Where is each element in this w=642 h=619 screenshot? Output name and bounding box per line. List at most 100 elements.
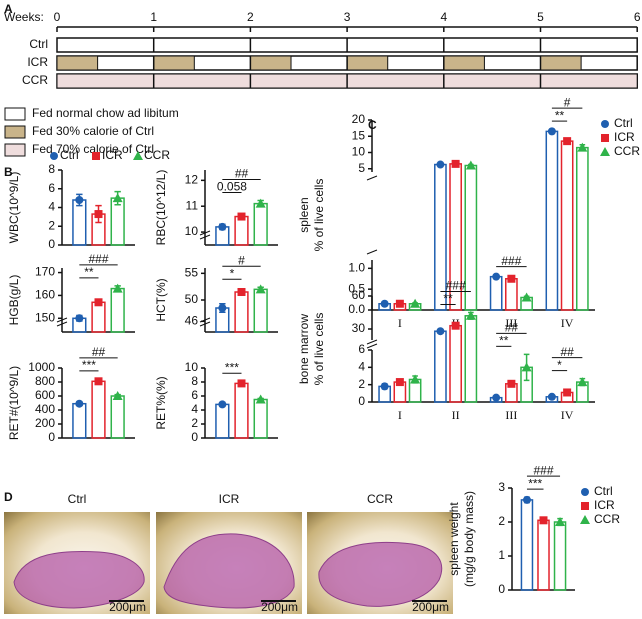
bar	[560, 140, 574, 311]
image-label: CCR	[367, 492, 393, 506]
y-tick-label: 4	[191, 402, 198, 416]
x-tick-label: III	[505, 408, 517, 422]
y-tick-label: 2	[498, 514, 505, 528]
mean-marker	[577, 142, 588, 152]
mean-marker	[521, 362, 532, 372]
y-tick-label: 160	[35, 288, 55, 302]
legend-label: ICR	[102, 148, 123, 162]
tissue	[13, 550, 145, 609]
row-label: CCR	[22, 73, 48, 87]
axis-break	[366, 175, 378, 255]
mean-marker	[255, 284, 266, 294]
y-tick-label: 200	[35, 416, 55, 430]
bar	[553, 521, 567, 591]
legend-label: Ctrl	[594, 484, 613, 498]
mean-marker	[563, 137, 572, 146]
legend-swatch	[4, 107, 26, 121]
legend-marker	[601, 134, 609, 142]
y-tick-label: 50	[185, 292, 199, 306]
significance: **	[555, 108, 565, 122]
legend-marker	[50, 152, 58, 160]
y-tick-label: 1.0	[348, 261, 365, 275]
week-label: 2	[247, 10, 254, 24]
bar	[537, 519, 550, 591]
significance: #	[564, 95, 571, 109]
scale-label: 200μm	[109, 600, 146, 614]
y-tick-label: 12	[185, 173, 199, 187]
significance: ##	[235, 167, 249, 181]
significance: ##	[505, 321, 519, 335]
y-axis-label: HCT(%)	[154, 278, 168, 321]
y-tick-label: 2	[358, 377, 365, 391]
bar	[434, 330, 447, 403]
axis-break	[366, 339, 378, 349]
bar	[520, 499, 534, 591]
significance: **	[84, 265, 94, 279]
feeding-block	[56, 55, 99, 71]
y-tick-label: 20	[352, 112, 366, 126]
bar	[72, 402, 87, 439]
mean-marker	[255, 198, 266, 208]
mean-marker	[75, 314, 84, 323]
mean-marker	[539, 516, 548, 525]
y-axis-label: WBC(10^9/L)	[7, 172, 21, 244]
y-tick-label: 400	[35, 402, 55, 416]
mean-marker	[507, 379, 516, 388]
mean-marker	[112, 193, 123, 203]
mean-marker	[436, 327, 445, 336]
mean-marker	[451, 159, 460, 168]
y-tick-label: 150	[35, 310, 55, 324]
y-tick-label: 8	[48, 162, 55, 176]
axis-label: Weeks:	[4, 10, 44, 24]
bar	[110, 287, 125, 333]
week-label: 0	[54, 10, 61, 24]
y-tick-label: 60	[352, 288, 366, 302]
y-tick-label: 0	[48, 430, 55, 444]
y-tick-label: 2	[48, 218, 55, 232]
legend-marker	[92, 152, 100, 160]
mean-marker	[237, 288, 246, 296]
legend-label: CCR	[144, 148, 170, 162]
y-tick-label: 10	[185, 360, 199, 374]
y-tick-label: 0	[191, 430, 198, 444]
y-axis-label: % of live cells	[312, 313, 326, 386]
y-tick-label: 170	[35, 265, 55, 279]
mean-marker	[380, 382, 389, 391]
scale-label: 200μm	[412, 600, 449, 614]
mean-marker	[75, 399, 84, 408]
bar	[434, 163, 447, 311]
feeding-block	[540, 55, 582, 71]
bar	[505, 278, 518, 311]
bar	[91, 301, 106, 333]
bar	[110, 395, 125, 439]
y-tick-label: 6	[358, 342, 365, 356]
legend-marker	[600, 147, 610, 156]
y-axis-label: spleen	[297, 197, 311, 232]
significance: ***	[528, 476, 542, 490]
week-label: 1	[150, 10, 157, 24]
mean-marker	[465, 310, 476, 320]
x-tick-label: IV	[561, 408, 574, 422]
significance: *	[557, 358, 562, 372]
y-axis-label: % of live cells	[312, 179, 326, 252]
mean-marker	[465, 160, 476, 170]
legend-label: Ctrl	[60, 148, 79, 162]
mean-marker	[522, 495, 531, 504]
feeding-block	[443, 55, 485, 71]
y-axis-label: HGB(g/L)	[7, 275, 21, 326]
mean-marker	[237, 379, 246, 388]
legend-swatch	[4, 143, 26, 157]
significance: 0.058	[217, 180, 247, 194]
y-tick-label: 4	[358, 360, 365, 374]
bar	[489, 275, 503, 311]
bar	[545, 130, 559, 311]
week-label: 3	[344, 10, 351, 24]
y-tick-label: 0	[48, 237, 55, 251]
x-tick-label: I	[398, 408, 402, 422]
y-axis-label: RET#(10^9/L)	[7, 366, 21, 440]
mean-marker	[218, 400, 227, 409]
x-tick-label: II	[452, 408, 460, 422]
legend-marker	[580, 515, 590, 524]
bar	[449, 324, 462, 403]
bar	[253, 202, 268, 246]
